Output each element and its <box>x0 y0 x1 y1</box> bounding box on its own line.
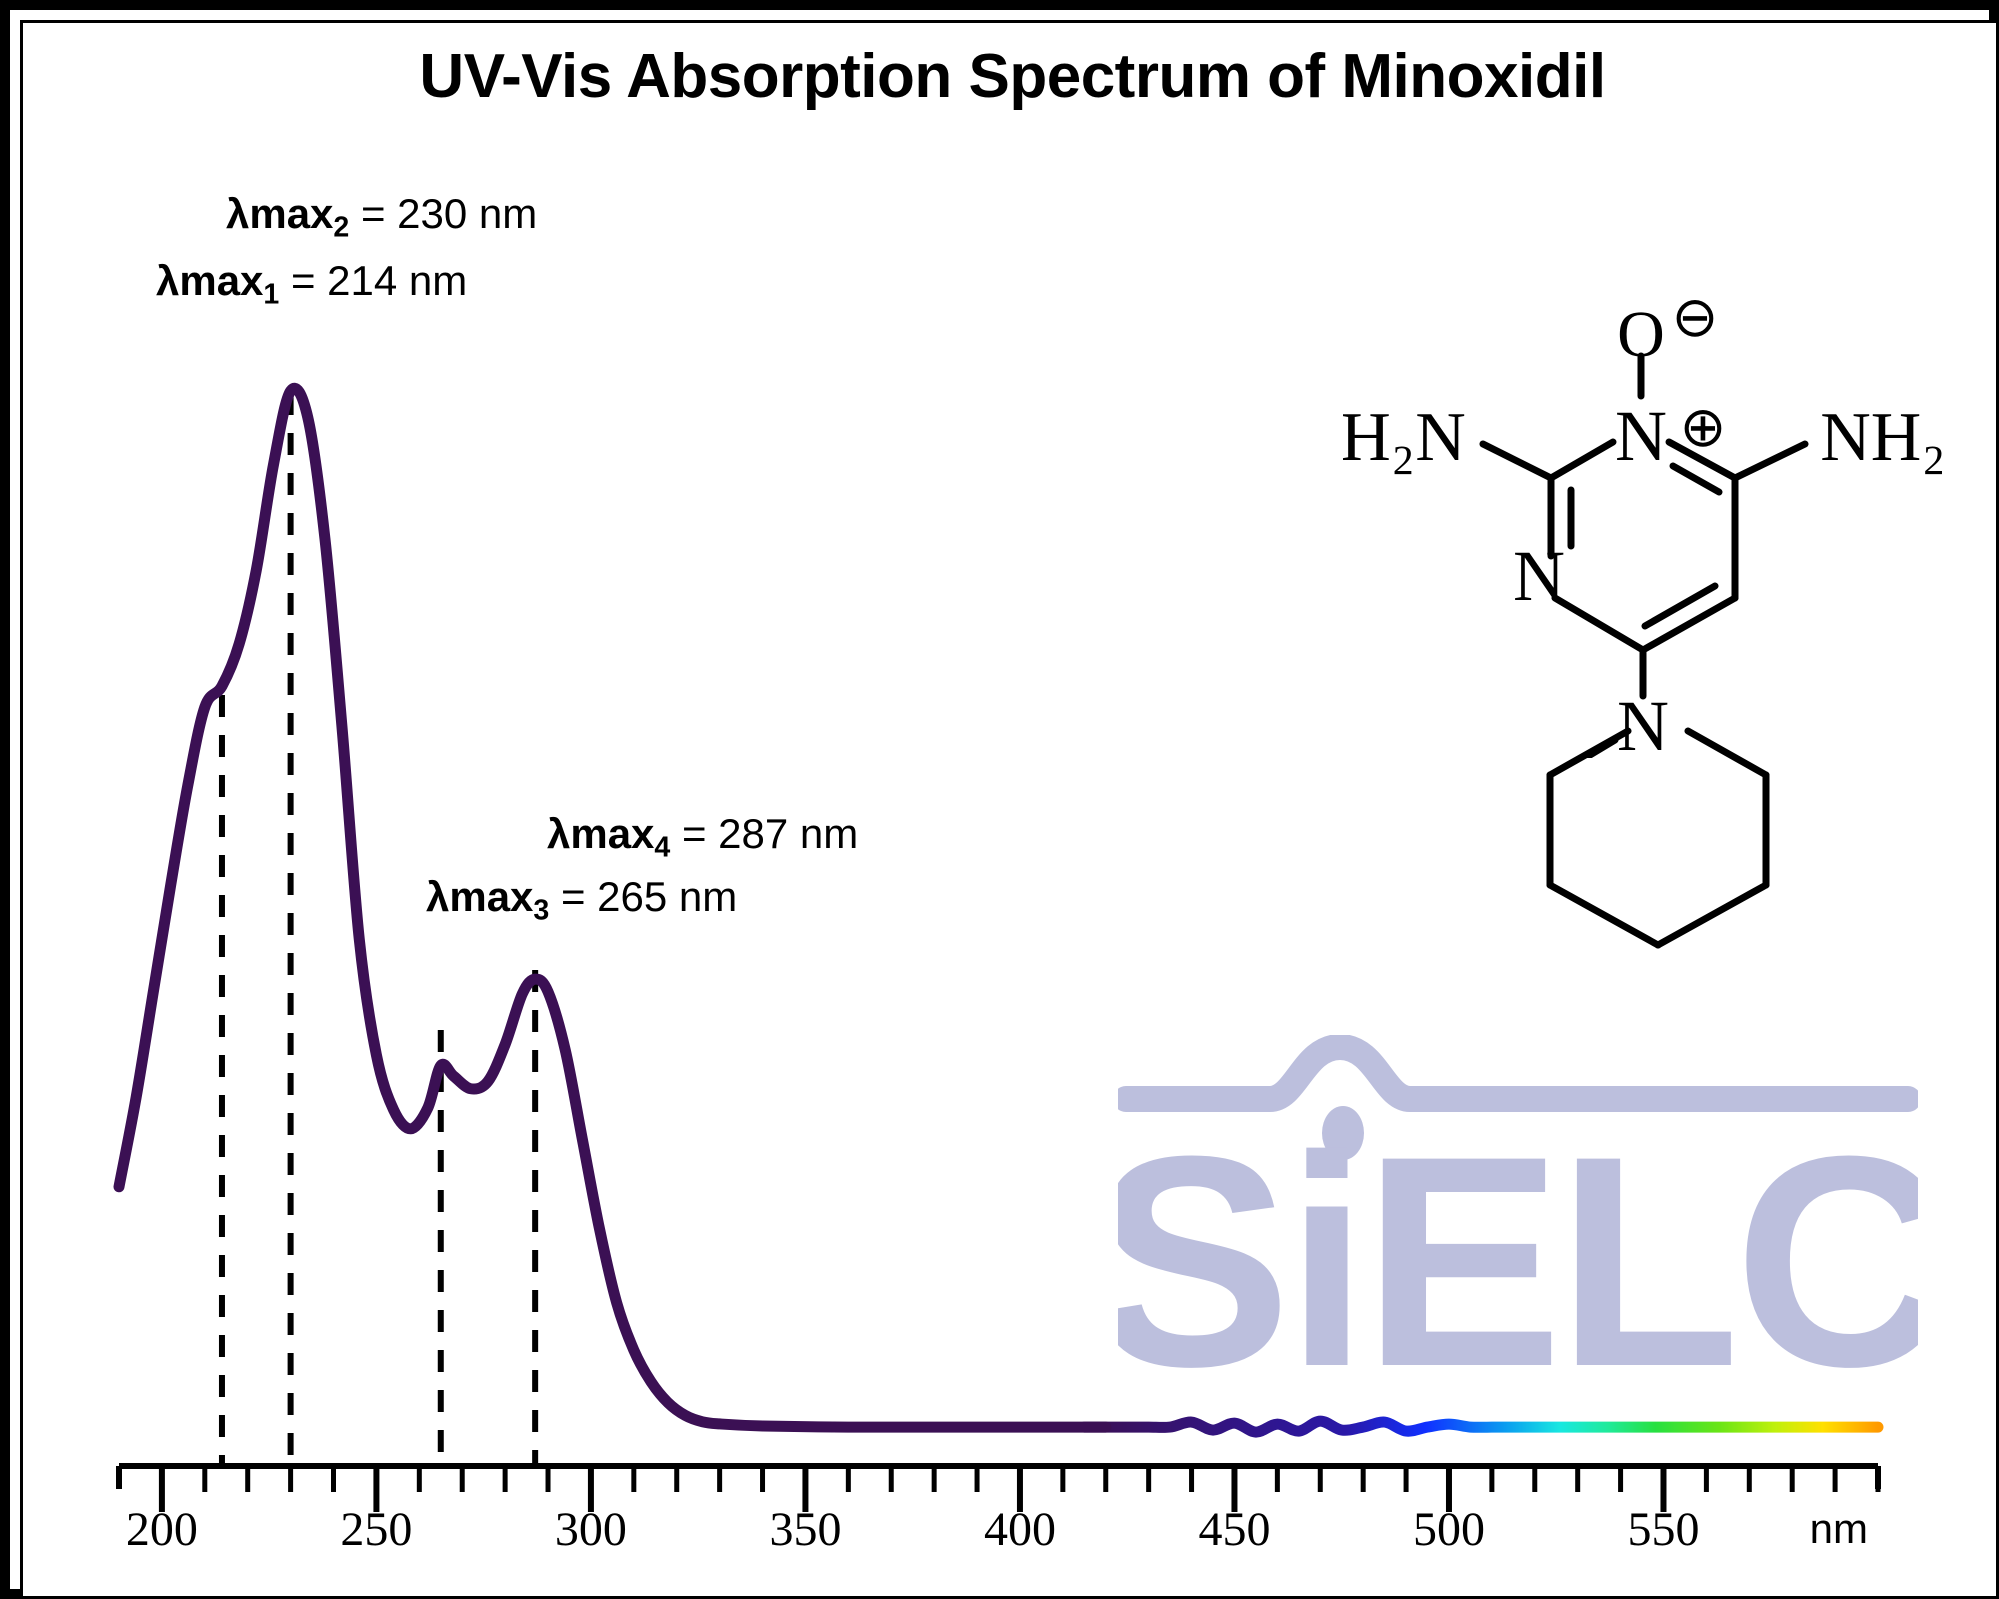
annotation-lmax3: λmax3 = 265 nm <box>426 876 737 925</box>
bond-c2-amine <box>1479 440 1555 482</box>
bond-n1-c6 <box>1665 438 1739 482</box>
x-axis-ticks <box>158 1466 1881 1512</box>
logo-i-dot <box>1322 1106 1364 1160</box>
page-title: UV-Vis Absorption Spectrum of Minoxidil <box>419 42 1606 111</box>
spectrum-plot: 200 250 300 350 400 450 500 550 nm <box>113 382 1884 1556</box>
x-tick-label: 500 <box>1413 1503 1485 1556</box>
x-tick-label: 250 <box>340 1503 412 1556</box>
pip-bond-6 <box>1654 881 1770 949</box>
minoxidil-structure: O ⊖ N ⊕ H₂N NH₂ N N <box>1343 287 1946 758</box>
lmax4-value: = 287 nm <box>670 810 859 857</box>
lmax2-value: = 230 nm <box>349 190 538 237</box>
annotation-lmax4: λmax4 = 287 nm <box>547 813 858 862</box>
label-ring-nitrogen: N <box>1513 536 1565 616</box>
bond-n1-c2 <box>1547 438 1617 482</box>
annotation-lmax1: λmax1 = 214 nm <box>156 260 467 309</box>
structure-atom-labels: O ⊖ N ⊕ H₂N NH₂ N N <box>1343 287 1946 758</box>
bond-c6-amine <box>1731 440 1809 482</box>
x-tick-label: 450 <box>1198 1503 1270 1556</box>
annotation-lmax2: λmax2 = 230 nm <box>226 193 537 242</box>
pip-bond-2 <box>1684 727 1770 779</box>
lmax3-lambda: λmax <box>426 873 534 920</box>
lmax3-value: = 265 nm <box>549 873 738 920</box>
x-tick-label: 300 <box>555 1503 627 1556</box>
logo-peak-line <box>1118 1035 1918 1112</box>
lmax4-subscript: 4 <box>654 831 671 864</box>
x-axis-unit-label: nm <box>1810 1505 1868 1552</box>
sielc-logo: SiELC <box>1118 1035 1918 1405</box>
absorbance-curve <box>113 382 1112 1433</box>
label-positive-charge: ⊕ <box>1680 397 1727 459</box>
logo-wordmark: SiELC <box>1118 1093 1918 1405</box>
label-ring-nitrogen-oxide: N <box>1615 396 1667 476</box>
lmax1-subscript: 1 <box>263 278 280 311</box>
peak-droplines <box>218 393 539 1466</box>
baseline-rainbow-tail <box>1078 1415 1884 1438</box>
lmax1-lambda: λmax <box>156 257 264 304</box>
x-tick-label: 350 <box>769 1503 841 1556</box>
x-tick-label: 200 <box>126 1503 198 1556</box>
lmax3-subscript: 3 <box>533 894 550 927</box>
x-axis <box>116 1463 1881 1489</box>
pip-bond-5 <box>1546 881 1662 949</box>
bond-c4-c5-double <box>1641 582 1719 630</box>
x-tick-label: 550 <box>1627 1503 1699 1556</box>
figure-inner: UV-Vis Absorption Spectrum of Minoxidil … <box>20 20 1999 1599</box>
bond-c4-c5 <box>1639 594 1739 654</box>
lmax2-lambda: λmax <box>226 190 334 237</box>
x-axis-tick-labels: 200 250 300 350 400 450 500 550 <box>126 1503 1700 1556</box>
lmax1-value: = 214 nm <box>279 257 468 304</box>
lmax2-subscript: 2 <box>333 211 350 244</box>
lmax4-lambda: λmax <box>547 810 655 857</box>
piperidine-ring-svg <box>1546 727 1770 949</box>
label-oxide-oxygen: O <box>1617 298 1665 371</box>
label-negative-charge: ⊖ <box>1672 287 1719 349</box>
label-piperidine-nitrogen: N <box>1617 686 1669 758</box>
label-amino-left: H₂N <box>1343 399 1466 476</box>
label-amino-right: NH₂ <box>1820 399 1946 476</box>
pip-bond-1 <box>1546 727 1632 779</box>
bond-n3-c4 <box>1551 594 1647 654</box>
bond-c6-n1-double <box>1669 462 1723 496</box>
x-tick-label: 400 <box>984 1503 1056 1556</box>
